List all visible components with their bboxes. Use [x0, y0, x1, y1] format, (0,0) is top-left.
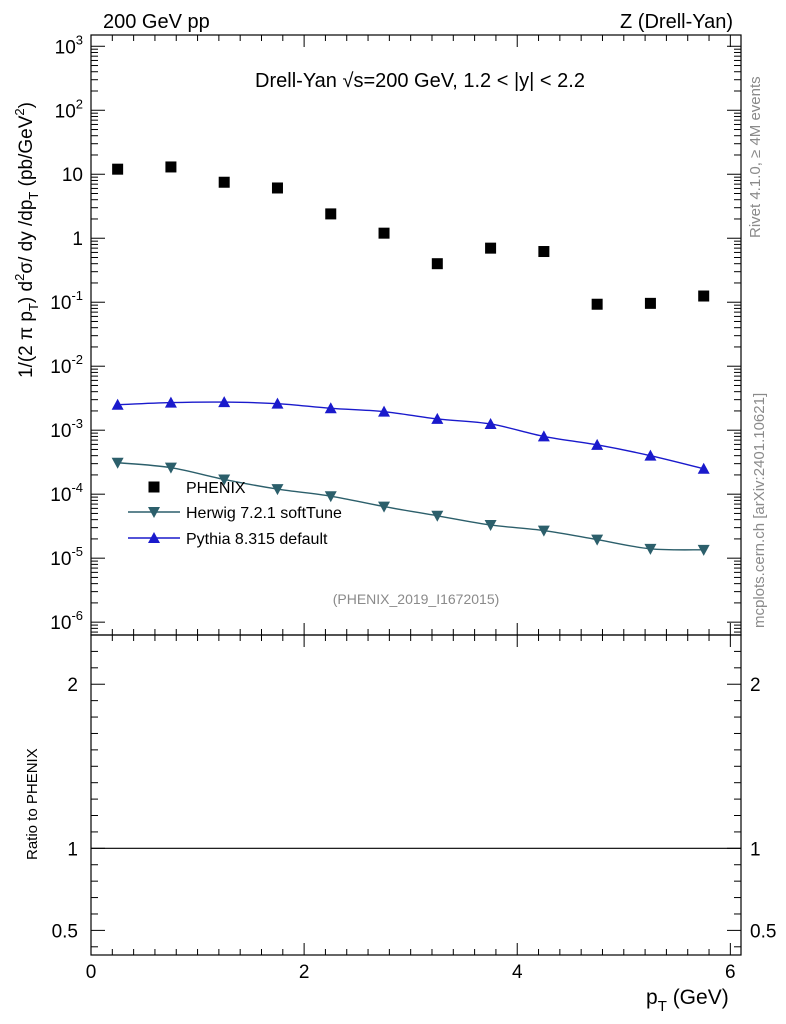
ratio-tick-label-right: 0.5: [750, 921, 776, 942]
phenix-point: [165, 161, 177, 173]
phenix-point: [431, 258, 443, 270]
herwig-7-2-1-softtune-point: [378, 501, 391, 513]
x-tick-label: 6: [725, 962, 736, 983]
legend: PHENIX Herwig 7.2.1 softTune Pythia 8.31…: [128, 480, 342, 548]
herwig-7-2-1-softtune-point: [164, 462, 177, 474]
y-tick-label: 10-5: [50, 544, 83, 570]
herwig-7-2-1-softtune-point: [591, 534, 604, 546]
pythia-8-315-default-line: [117, 401, 704, 470]
pythia-8-315-default-point: [537, 430, 550, 442]
herwig-7-2-1-softtune-point: [697, 544, 710, 556]
y-tick-label: 10-3: [50, 416, 83, 442]
legend-marker-phenix: [148, 481, 160, 493]
y-tick-label: 10-1: [50, 288, 83, 314]
main-axis-ticks: 10-6 10-5 10-4 10-3 10-2 10-1 1 10 102 103: [50, 32, 741, 635]
ratio-tick-label-right: 2: [750, 675, 761, 696]
phenix-point: [485, 242, 497, 254]
pythia-8-315-default-point: [484, 417, 497, 429]
phenix-point: [538, 246, 550, 258]
y-tick-label: 1: [72, 229, 83, 250]
x-tick-label: 4: [512, 962, 523, 983]
series-layer: [111, 161, 710, 556]
herwig-7-2-1-softtune-line: [117, 462, 704, 551]
herwig-7-2-1-softtune-point: [431, 510, 444, 522]
ratio-y-axis-label: Ratio to PHENIX: [24, 748, 41, 860]
y-tick-label: 10-4: [50, 480, 83, 506]
ratio-tick-label: 2: [67, 675, 78, 696]
x-tick-label: 0: [86, 962, 97, 983]
herwig-7-2-1-softtune-point: [537, 525, 550, 537]
rivet-label: Rivet 4.1.0, ≥ 4M events: [747, 76, 764, 238]
herwig-7-2-1-softtune-point: [644, 543, 657, 555]
x-axis-label: pT (GeV): [646, 986, 729, 1015]
phenix-point: [591, 298, 603, 310]
pythia-8-315-default-point: [591, 438, 604, 450]
herwig-7-2-1-softtune-point: [324, 491, 337, 503]
ratio-tick-label: 1: [67, 839, 78, 860]
y-tick-label: 103: [55, 32, 83, 58]
pythia-8-315-default-point: [697, 462, 710, 474]
legend-label-herwig: Herwig 7.2.1 softTune: [186, 505, 342, 522]
pythia-8-315-default-point: [271, 397, 284, 409]
phenix-point: [218, 176, 230, 188]
y-tick-label: 10: [62, 165, 83, 186]
x-tick-label: 2: [299, 962, 310, 983]
y-tick-label: 102: [55, 96, 83, 122]
herwig-7-2-1-softtune-point: [484, 519, 497, 531]
legend-marker-pythia-8-315-default: [148, 532, 160, 543]
y-tick-label: 10-6: [50, 608, 83, 634]
y-axis-label: 1/(2 π pT) d2σ/ dy /dpT (pb/GeV2): [12, 102, 41, 378]
ratio-axis-ticks: 0 2 4 6 0.5 0.5 1 1 2 2: [52, 635, 776, 983]
phenix-point: [378, 227, 390, 239]
phenix-point: [644, 297, 656, 309]
pythia-8-315-default-point: [164, 396, 177, 408]
pythia-8-315-default-point: [218, 396, 231, 408]
phenix-point: [112, 163, 124, 175]
pythia-8-315-default-point: [378, 405, 391, 417]
herwig-7-2-1-softtune-point: [271, 484, 284, 496]
ratio-plot-frame: [90, 634, 742, 956]
header-left-title: 200 GeV pp: [103, 11, 210, 33]
phenix-point: [325, 208, 337, 220]
header-right-title: Z (Drell-Yan): [620, 11, 733, 33]
plot-title: Drell-Yan √s=200 GeV, 1.2 < |y| < 2.2: [255, 70, 585, 92]
ratio-tick-label-right: 1: [750, 839, 761, 860]
pythia-8-315-default-point: [431, 412, 444, 424]
legend-marker-herwig-7-2-1-softtune: [148, 507, 160, 518]
phenix-point: [271, 182, 283, 194]
y-tick-label: 10-2: [50, 352, 83, 378]
legend-label-phenix: PHENIX: [186, 480, 246, 497]
analysis-tag: (PHENIX_2019_I1672015): [333, 591, 500, 607]
herwig-7-2-1-softtune-point: [218, 474, 231, 486]
pythia-8-315-default-point: [324, 402, 337, 414]
ratio-tick-label: 0.5: [52, 921, 78, 942]
mcplots-label: mcplots.cern.ch [arXiv:2401.10621]: [751, 393, 768, 628]
pythia-8-315-default-point: [644, 449, 657, 461]
herwig-7-2-1-softtune-point: [111, 457, 124, 469]
phenix-point: [698, 290, 710, 302]
pythia-8-315-default-point: [111, 398, 124, 410]
legend-label-pythia: Pythia 8.315 default: [186, 531, 328, 548]
